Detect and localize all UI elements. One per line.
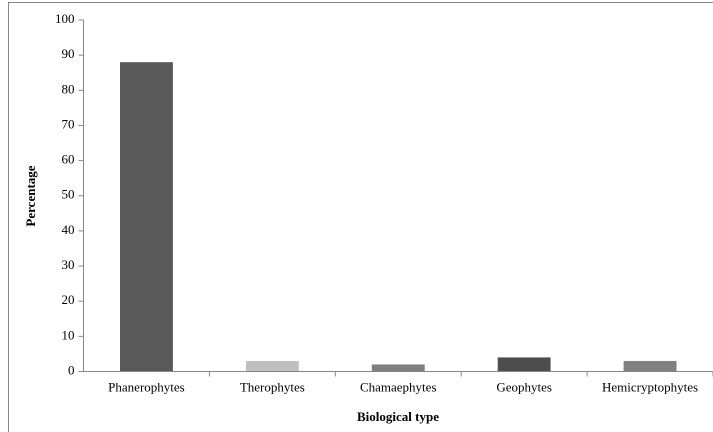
chart-frame [8,2,713,432]
y-tick-label: 20 [62,292,75,307]
x-tick-label: Phanerophytes [108,379,185,394]
y-tick-label: 80 [62,81,75,96]
y-tick-label: 100 [55,11,75,26]
bar [371,364,425,372]
y-tick-label: 60 [62,152,75,167]
x-tick-label: Therophytes [240,379,305,394]
x-axis-label: Biological type [357,409,439,424]
bar [120,62,173,372]
bar [245,360,299,372]
y-tick-label: 50 [62,187,75,202]
x-tick-label: Geophytes [496,379,552,394]
y-tick-label: 70 [62,116,75,131]
y-tick-label: 90 [62,46,75,61]
bar [497,357,551,372]
y-tick-label: 40 [62,222,75,237]
y-tick-label: 10 [62,327,75,342]
y-tick-label: 30 [62,257,75,272]
x-tick-label: Hemicryptophytes [602,379,698,394]
y-axis-label: Percentage [23,165,38,226]
x-tick-label: Chamaephytes [360,379,437,394]
bar [623,360,677,372]
y-tick-label: 0 [68,362,75,377]
